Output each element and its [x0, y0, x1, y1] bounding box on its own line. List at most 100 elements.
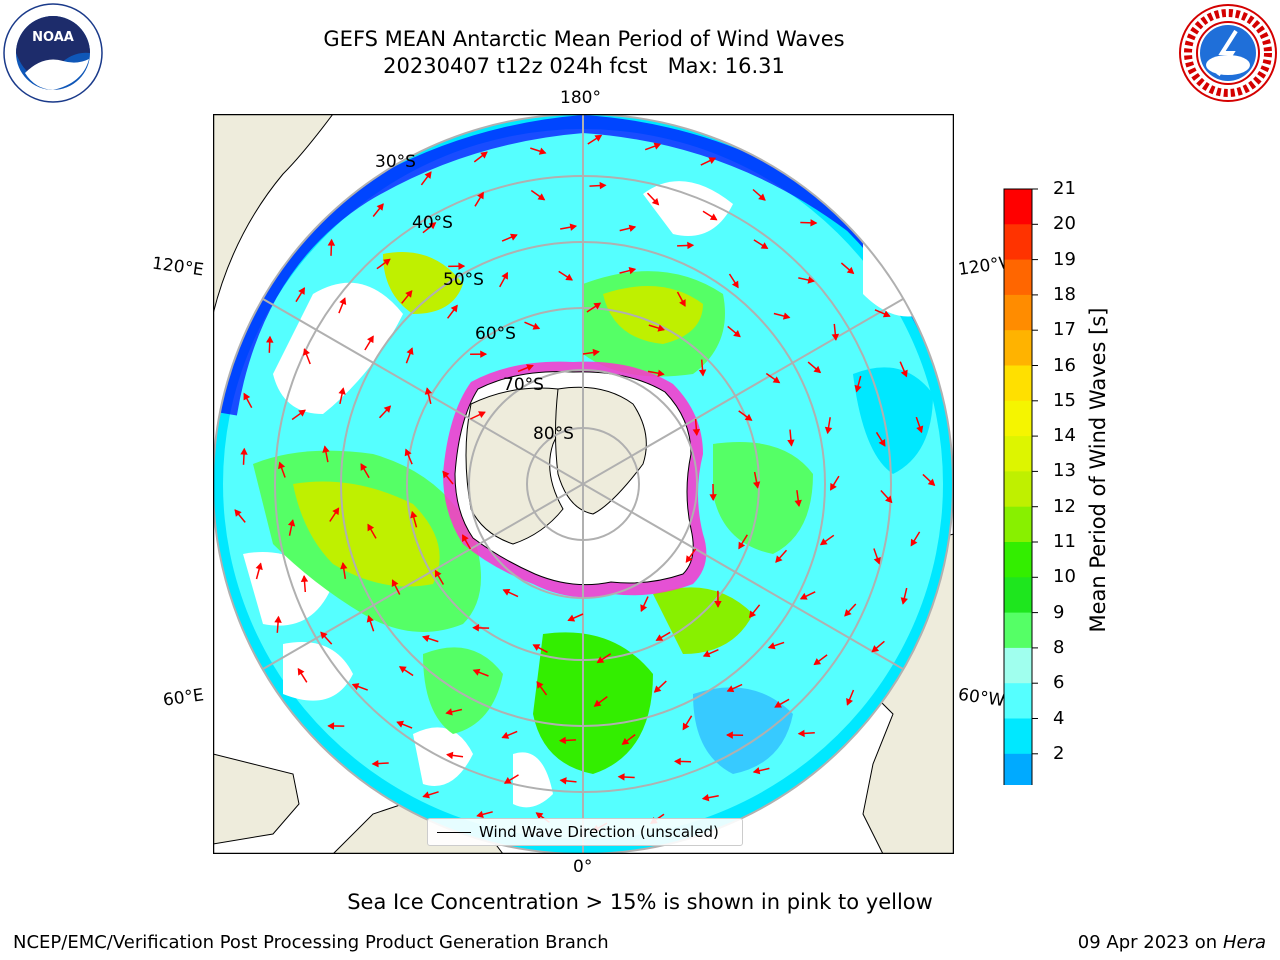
wave-arrow-head — [782, 312, 791, 320]
colorbar-tick-label: 15 — [1053, 389, 1076, 411]
wave-arrow-head — [535, 812, 544, 820]
lat-label-50s: 50°S — [443, 270, 484, 290]
colorbar-tick-label: 20 — [1053, 213, 1076, 235]
wave-arrow-head — [396, 720, 404, 728]
wave-arrow-head — [510, 233, 518, 241]
wave-arrow-head — [472, 668, 481, 676]
colorbar-tick-label: 21 — [1053, 178, 1076, 199]
sea-ice-note: Sea Ice Concentration > 15% is shown in … — [347, 890, 933, 914]
wave-arrow-head — [287, 519, 296, 527]
wave-arrow-head — [797, 729, 805, 738]
wave-arrow-head — [628, 224, 637, 232]
wave-arrow-head — [709, 213, 718, 221]
wave-arrow-head — [298, 287, 305, 295]
wave-arrow-head — [526, 364, 534, 372]
wave-arrow-head — [532, 322, 541, 330]
wave-arrow-head — [679, 299, 686, 307]
wave-arrow-head — [367, 335, 374, 344]
colorbar-segment — [1004, 330, 1032, 366]
wave-arrow-head — [243, 392, 251, 401]
colorbar-tick-label: 4 — [1053, 707, 1065, 729]
wave-arrow-head — [332, 507, 340, 516]
colorbar-tick-label: 12 — [1053, 495, 1076, 517]
wave-arrow-head — [787, 439, 795, 447]
colorbar-segment — [1004, 365, 1032, 402]
wave-arrow-head — [266, 335, 274, 343]
colorbar-segment — [1004, 506, 1032, 543]
colorbar-segment — [1004, 471, 1032, 508]
wave-arrow-head — [480, 151, 488, 159]
noaa-logo-text: NOAA — [32, 30, 74, 45]
wave-arrow-head — [900, 597, 908, 605]
colorbar-tick-label: 8 — [1053, 636, 1065, 658]
lat-label-80s: 80°S — [533, 424, 574, 444]
colorbar-tick-label: 17 — [1053, 319, 1076, 341]
wave-arrow-head — [673, 757, 681, 766]
wave-arrow-head — [532, 644, 541, 651]
colorbar-segment — [1004, 436, 1032, 472]
wave-arrow-head — [854, 384, 862, 393]
wave-arrow-head — [799, 592, 808, 600]
wave-arrow-head — [657, 324, 665, 332]
wave-arrow-head — [422, 791, 430, 799]
wave-arrow-head — [567, 614, 576, 622]
legend-label: Wind Wave Direction (unscaled) — [479, 823, 719, 841]
wave-arrow-head — [846, 266, 855, 275]
colorbar-segment — [1004, 753, 1032, 790]
wave-arrow-head — [794, 499, 802, 508]
wave-arrow-head — [916, 425, 924, 434]
wave-arrow-head — [653, 685, 662, 693]
wave-arrow-head — [685, 555, 693, 563]
wave-arrow-head — [367, 523, 375, 532]
wave-arrow-head — [871, 645, 880, 653]
wave-arrow-head — [327, 238, 336, 246]
wave-arrow-head — [726, 685, 735, 693]
wave-arrow-head — [878, 439, 886, 447]
wave-arrow-head — [748, 610, 757, 619]
wave-arrow-head — [234, 509, 242, 517]
wave-arrow-head — [744, 413, 753, 421]
footer-date-text: 09 Apr 2023 on — [1077, 932, 1223, 953]
wave-arrow-head — [424, 171, 432, 179]
wave-arrow-head — [410, 510, 418, 519]
wave-arrow-head — [698, 369, 707, 377]
wave-arrow-head — [882, 310, 891, 318]
wave-arrow-head — [758, 193, 766, 201]
wave-arrow-head — [653, 142, 662, 150]
wave-arrow-head — [844, 609, 852, 617]
wave-arrow-head — [297, 667, 305, 676]
wave-arrow-head — [873, 556, 881, 565]
wave-arrow-head — [621, 737, 630, 745]
colorbar-tick-label: 19 — [1053, 248, 1076, 270]
footer-branch: NCEP/EMC/Verification Post Processing Pr… — [13, 932, 609, 953]
wave-arrow-head — [752, 767, 761, 775]
colorbar-tick-label: 10 — [1053, 566, 1076, 588]
colorbar-label-text: Mean Period of Wind Waves [s] — [1086, 307, 1110, 633]
wave-arrow-head — [445, 708, 453, 716]
wave-arrow-head — [458, 262, 466, 270]
wave-arrow-head — [383, 405, 392, 413]
colorbar-tick-label: 2 — [1053, 742, 1065, 764]
footer-date: 09 Apr 2023 on Hera — [1078, 932, 1266, 953]
wave-arrow-head — [702, 650, 711, 658]
wave-arrow-head — [477, 191, 484, 200]
wave-arrow-head — [810, 219, 818, 227]
wave-arrow-head — [774, 701, 782, 708]
wave-arrow-head — [910, 538, 918, 547]
colorbar-segment — [1004, 224, 1032, 261]
wave-arrow-head — [714, 601, 722, 608]
wave-arrow-head — [569, 223, 578, 231]
wave-arrow-head — [360, 463, 368, 471]
wave-arrow-head — [772, 376, 781, 384]
wave-arrow-head — [775, 555, 783, 563]
wave-arrow-head — [767, 642, 776, 650]
wave-arrow-head — [537, 193, 546, 201]
wave-arrow-head — [752, 481, 761, 489]
wave-arrow-head — [640, 604, 648, 613]
colorbar-segment — [1004, 647, 1032, 684]
wave-arrow-head — [559, 777, 567, 785]
colorbar-segment — [1004, 400, 1032, 437]
wave-arrow-head — [450, 304, 458, 313]
wave-arrow-head — [501, 271, 508, 280]
wave-arrow-head — [502, 588, 511, 596]
